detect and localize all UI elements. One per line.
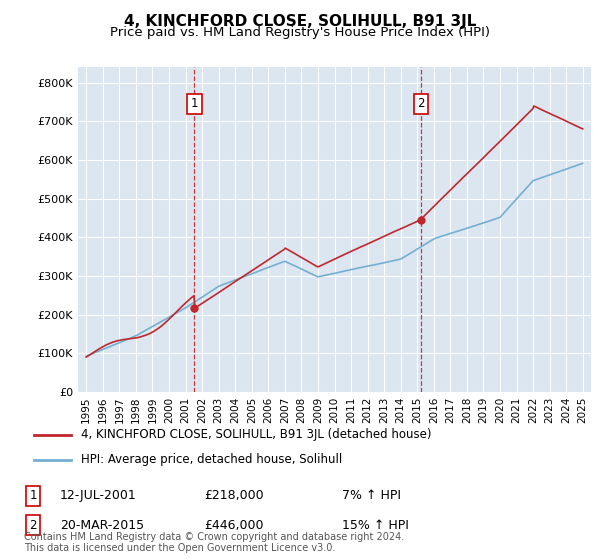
Text: 20-MAR-2015: 20-MAR-2015 [60, 519, 144, 532]
Text: 2: 2 [417, 97, 425, 110]
Text: 1: 1 [29, 489, 37, 502]
Text: 2: 2 [29, 519, 37, 532]
Text: Price paid vs. HM Land Registry's House Price Index (HPI): Price paid vs. HM Land Registry's House … [110, 26, 490, 39]
Text: £446,000: £446,000 [204, 519, 263, 532]
Text: 15% ↑ HPI: 15% ↑ HPI [342, 519, 409, 532]
Text: HPI: Average price, detached house, Solihull: HPI: Average price, detached house, Soli… [82, 454, 343, 466]
Text: 12-JUL-2001: 12-JUL-2001 [60, 489, 137, 502]
Text: 7% ↑ HPI: 7% ↑ HPI [342, 489, 401, 502]
Text: 4, KINCHFORD CLOSE, SOLIHULL, B91 3JL: 4, KINCHFORD CLOSE, SOLIHULL, B91 3JL [124, 14, 476, 29]
Text: £218,000: £218,000 [204, 489, 263, 502]
Text: Contains HM Land Registry data © Crown copyright and database right 2024.
This d: Contains HM Land Registry data © Crown c… [24, 531, 404, 553]
Text: 4, KINCHFORD CLOSE, SOLIHULL, B91 3JL (detached house): 4, KINCHFORD CLOSE, SOLIHULL, B91 3JL (d… [82, 428, 432, 441]
Text: 1: 1 [191, 97, 198, 110]
